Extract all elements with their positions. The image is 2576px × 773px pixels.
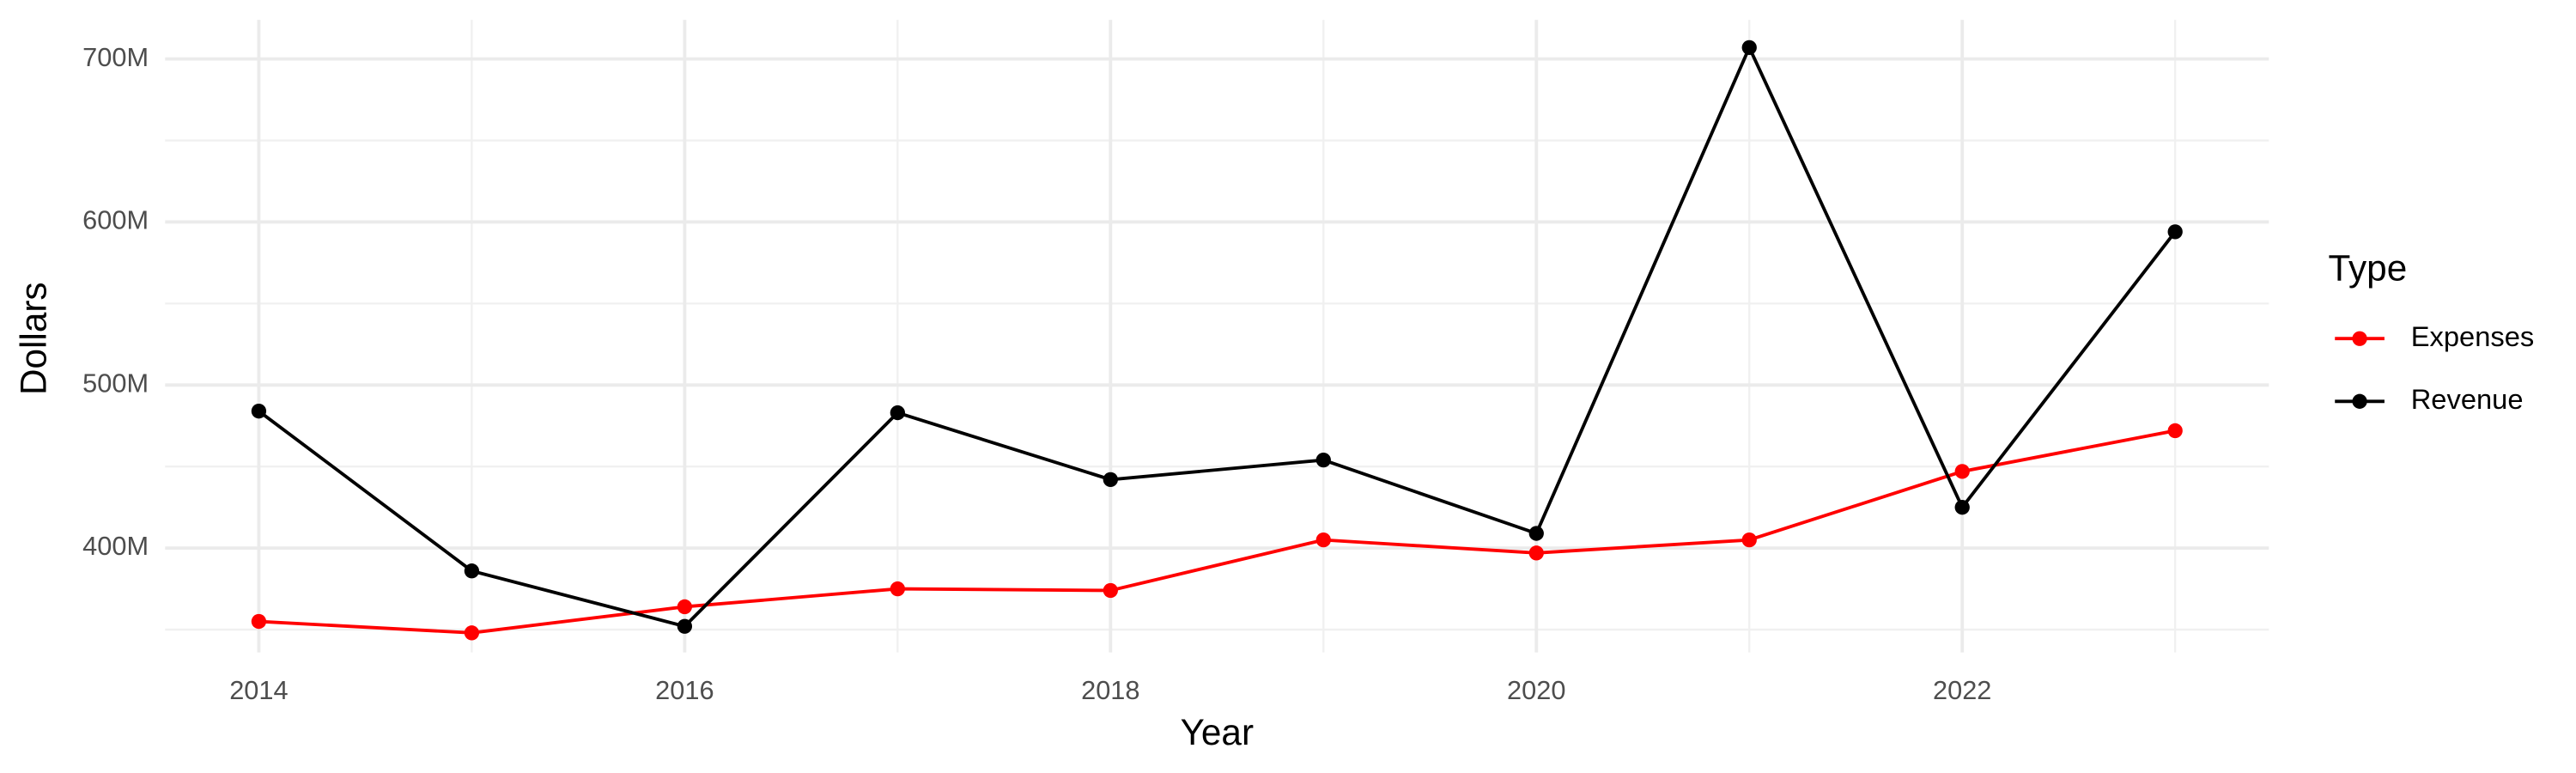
data-point [677, 618, 693, 634]
data-point [890, 405, 905, 421]
data-point [251, 404, 267, 419]
legend-title: Type [2329, 248, 2408, 289]
data-point [1528, 526, 1544, 541]
data-point [1954, 464, 1970, 479]
data-point [464, 563, 480, 579]
y-axis-title: Dollars [13, 282, 53, 395]
x-axis-title: Year [1181, 712, 1254, 752]
legend-key-point [2352, 331, 2367, 346]
data-point [1315, 532, 1331, 548]
data-point [2167, 224, 2183, 240]
legend-label: Revenue [2411, 383, 2524, 415]
series-line [258, 429, 2176, 635]
data-point [251, 613, 267, 630]
data-point [464, 625, 480, 641]
data-point [1315, 452, 1331, 468]
legend-key-point [2352, 393, 2367, 409]
data-point [1741, 532, 1757, 548]
data-point [890, 581, 905, 597]
data-point [2167, 423, 2183, 439]
data-point [1103, 472, 1118, 488]
data-point [1741, 40, 1757, 56]
x-tick-label: 2022 [1933, 675, 1991, 705]
y-tick-label: 700M [82, 42, 149, 72]
data-point [677, 599, 693, 615]
y-tick-label: 600M [82, 205, 149, 235]
data-point [1103, 582, 1118, 599]
legend-label: Expenses [2411, 320, 2535, 352]
data-point [1954, 500, 1970, 515]
y-tick-label: 500M [82, 368, 149, 398]
y-tick-label: 400M [82, 531, 149, 561]
x-tick-label: 2020 [1507, 675, 1565, 705]
series-line [258, 43, 2177, 629]
data-point [1528, 545, 1544, 561]
x-tick-label: 2016 [655, 675, 714, 705]
x-tick-label: 2014 [229, 675, 288, 705]
x-tick-label: 2018 [1081, 675, 1139, 705]
